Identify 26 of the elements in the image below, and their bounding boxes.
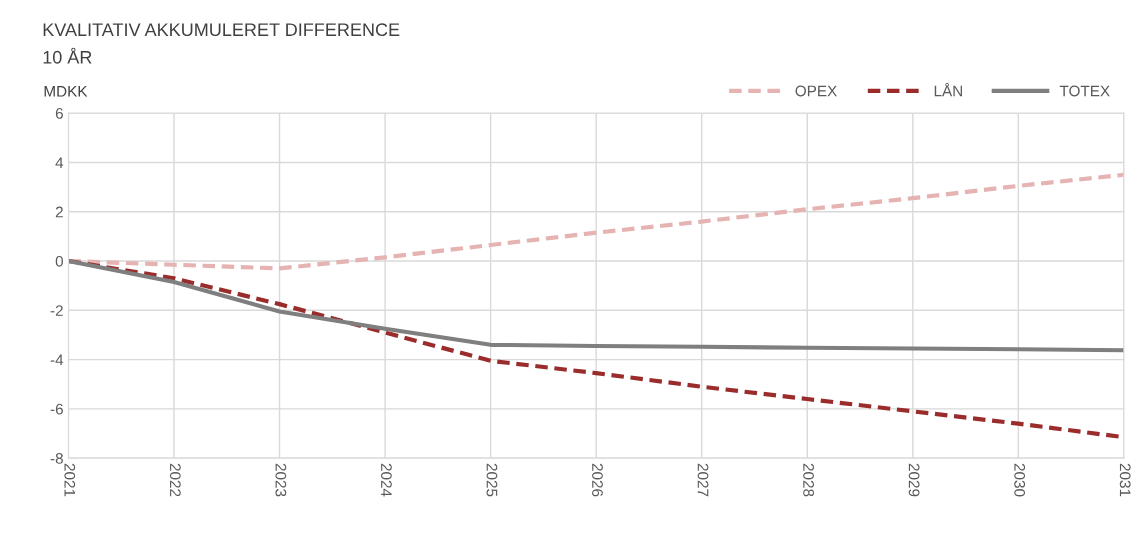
x-tick-label: 2025	[486, 463, 498, 497]
y-tick-label: -6	[50, 403, 63, 415]
x-tick-label: 2026	[592, 463, 603, 497]
legend-label: LÅN	[934, 82, 962, 97]
x-tick-label: 2023	[275, 463, 287, 497]
x-tick-label: 2021	[64, 463, 76, 497]
line-series	[68, 258, 1124, 353]
chart-title: KVALITATIV AKKUMULERET DIFFERENCE	[43, 23, 400, 37]
legend-label: TOTEX	[1059, 85, 1110, 97]
y-tick-label: 0	[55, 255, 63, 267]
x-tick-label: 2030	[1014, 463, 1026, 497]
x-tick-label: 2028	[803, 463, 814, 497]
y-tick-label: 4	[55, 157, 64, 168]
chart-subtitle: 10 ÅR	[43, 47, 92, 64]
y-axis-title: MDKK	[44, 86, 88, 97]
x-tick-label: 2029	[908, 463, 920, 497]
legend-label: OPEX	[795, 85, 837, 97]
y-tick-label: -2	[50, 305, 63, 316]
x-tick-label: 2024	[380, 463, 392, 497]
x-tick-label: 2031	[1119, 463, 1131, 497]
y-tick-label: -4	[50, 354, 64, 366]
x-tick-label: 2022	[169, 463, 181, 497]
y-tick-label: 6	[55, 108, 63, 119]
y-tick-label: -8	[50, 453, 63, 464]
x-tick-label: 2027	[697, 463, 709, 497]
y-tick-label: 2	[55, 206, 63, 218]
